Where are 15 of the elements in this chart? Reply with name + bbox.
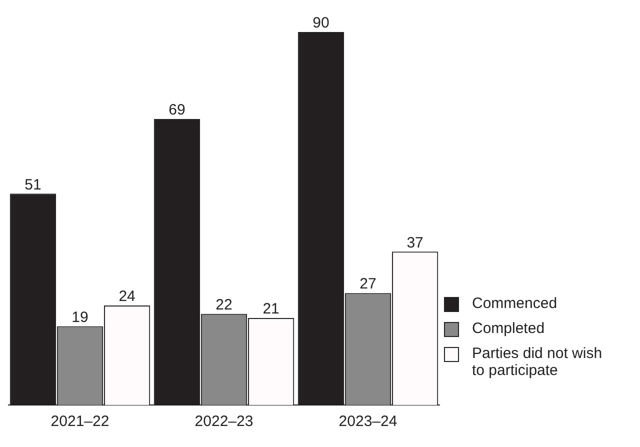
data-label: 19 <box>72 308 88 326</box>
data-label: 27 <box>360 276 376 293</box>
legend-label: Completed <box>472 320 546 337</box>
data-label: 37 <box>406 234 424 252</box>
data-label: 51 <box>24 176 42 194</box>
x-tick-label: 2021–22 <box>50 413 110 430</box>
x-tick-label: 2023–24 <box>338 413 398 430</box>
legend-label: Parties did not wish to participate <box>472 345 604 379</box>
data-label: 90 <box>312 14 330 32</box>
legend-label: Commenced <box>472 295 558 312</box>
data-label: 22 <box>216 296 232 314</box>
x-tick-label: 2022–23 <box>194 413 254 430</box>
data-label: 69 <box>168 102 186 119</box>
data-label: 21 <box>262 300 280 318</box>
data-label: 24 <box>118 288 136 306</box>
